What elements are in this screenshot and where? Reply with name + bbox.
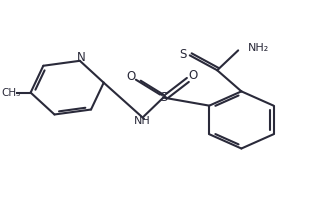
Text: CH₃: CH₃ (2, 88, 21, 98)
Text: O: O (189, 69, 198, 82)
Text: NH: NH (134, 116, 151, 126)
Text: S: S (159, 91, 168, 104)
Text: S: S (180, 48, 187, 60)
Text: N: N (77, 51, 86, 64)
Text: NH₂: NH₂ (248, 43, 269, 53)
Text: O: O (126, 70, 136, 83)
